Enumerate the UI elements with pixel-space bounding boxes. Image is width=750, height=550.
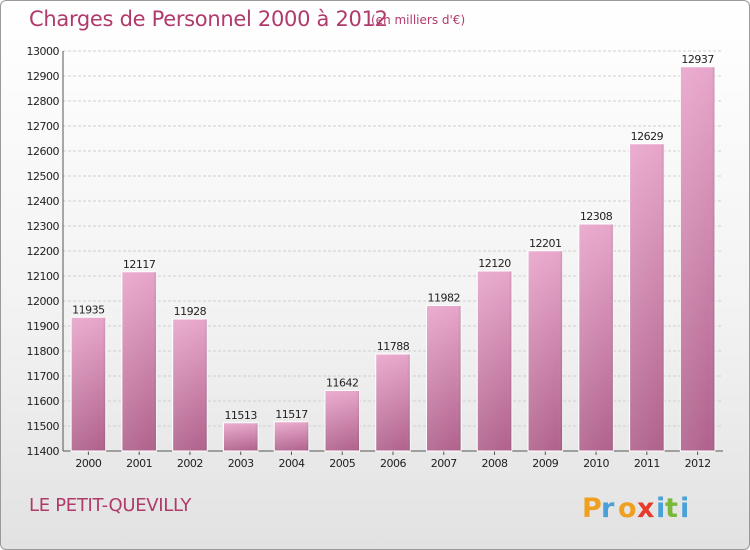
value-label-2004: 11517 [275, 408, 308, 421]
value-label-2008: 12120 [478, 257, 511, 270]
y-tick-label: 12200 [27, 245, 60, 258]
value-label-2011: 12629 [631, 130, 664, 143]
svg-text:o: o [618, 493, 637, 524]
value-label-2001: 12117 [123, 258, 156, 271]
value-label-2010: 12308 [580, 210, 613, 223]
y-tick-label: 12500 [27, 170, 60, 183]
y-tick-label: 12100 [27, 270, 60, 283]
svg-text:t: t [665, 493, 678, 524]
bar-shade [629, 143, 665, 451]
x-tick-label-2007: 2007 [431, 457, 457, 470]
bar-shade [223, 422, 258, 451]
x-tick-label-2006: 2006 [380, 457, 406, 470]
town-name: LE PETIT-QUEVILLY [29, 495, 192, 516]
y-tick-label: 12700 [27, 120, 60, 133]
y-tick-label: 11500 [27, 420, 60, 433]
bar-shade [324, 390, 360, 451]
x-tick-label-2003: 2003 [228, 457, 254, 470]
bar-shade [121, 271, 157, 451]
svg-text:x: x [637, 493, 654, 524]
svg-text:P: P [582, 493, 602, 524]
bar-shade [528, 250, 563, 451]
x-tick-label-2002: 2002 [177, 457, 203, 470]
value-label-2012: 12937 [681, 53, 714, 66]
bar-shade [172, 319, 208, 451]
svg-text:i: i [656, 493, 665, 524]
y-tick-label: 12400 [27, 195, 60, 208]
value-label-2002: 11928 [174, 305, 207, 318]
value-label-2005: 11642 [326, 377, 359, 390]
x-tick-label-2009: 2009 [532, 457, 558, 470]
bar-shade [680, 66, 715, 451]
chart-title: Charges de Personnel 2000 à 2012 [29, 7, 388, 31]
bars [70, 66, 716, 452]
y-tick-label: 11900 [27, 320, 60, 333]
x-tick-label-2011: 2011 [634, 457, 660, 470]
labels: 11935 2000 12117 2001 11928 2002 11513 2003 1151… [72, 53, 715, 470]
x-tick-label-2005: 2005 [329, 457, 355, 470]
x-tick-label-2008: 2008 [482, 457, 508, 470]
bar-shade [426, 305, 462, 451]
x-tick-label-2000: 2000 [75, 457, 101, 470]
x-tick-label-2010: 2010 [583, 457, 609, 470]
value-label-2009: 12201 [529, 237, 562, 250]
y-tick-label: 12000 [27, 295, 60, 308]
y-tick-label: 11600 [27, 395, 60, 408]
bar-shade [578, 224, 614, 451]
x-tick-label-2001: 2001 [126, 457, 152, 470]
bar-shade [71, 317, 106, 451]
value-label-2006: 11788 [377, 340, 410, 353]
proxiti-logo[interactable]: P r o x i t i [582, 489, 692, 525]
y-tick-label: 13000 [27, 45, 60, 58]
value-label-2003: 11513 [224, 409, 257, 422]
bar-shade [477, 271, 512, 451]
chart-subtitle: (en milliers d'€) [371, 13, 466, 27]
value-label-2000: 11935 [72, 303, 105, 316]
y-tick-label: 12800 [27, 95, 60, 108]
svg-text:r: r [601, 493, 615, 524]
svg-text:i: i [680, 493, 689, 524]
y-tick-label: 11400 [27, 445, 60, 458]
y-tick-label: 11700 [27, 370, 60, 383]
x-tick-label-2004: 2004 [278, 457, 304, 470]
y-tick-label: 12300 [27, 220, 60, 233]
x-tick-label-2012: 2012 [685, 457, 711, 470]
bar-shade [375, 354, 411, 451]
y-tick-label: 11800 [27, 345, 60, 358]
bar-shade [274, 421, 309, 451]
y-tick-label: 12600 [27, 145, 60, 158]
value-label-2007: 11982 [428, 292, 461, 305]
y-tick-label: 12900 [27, 70, 60, 83]
